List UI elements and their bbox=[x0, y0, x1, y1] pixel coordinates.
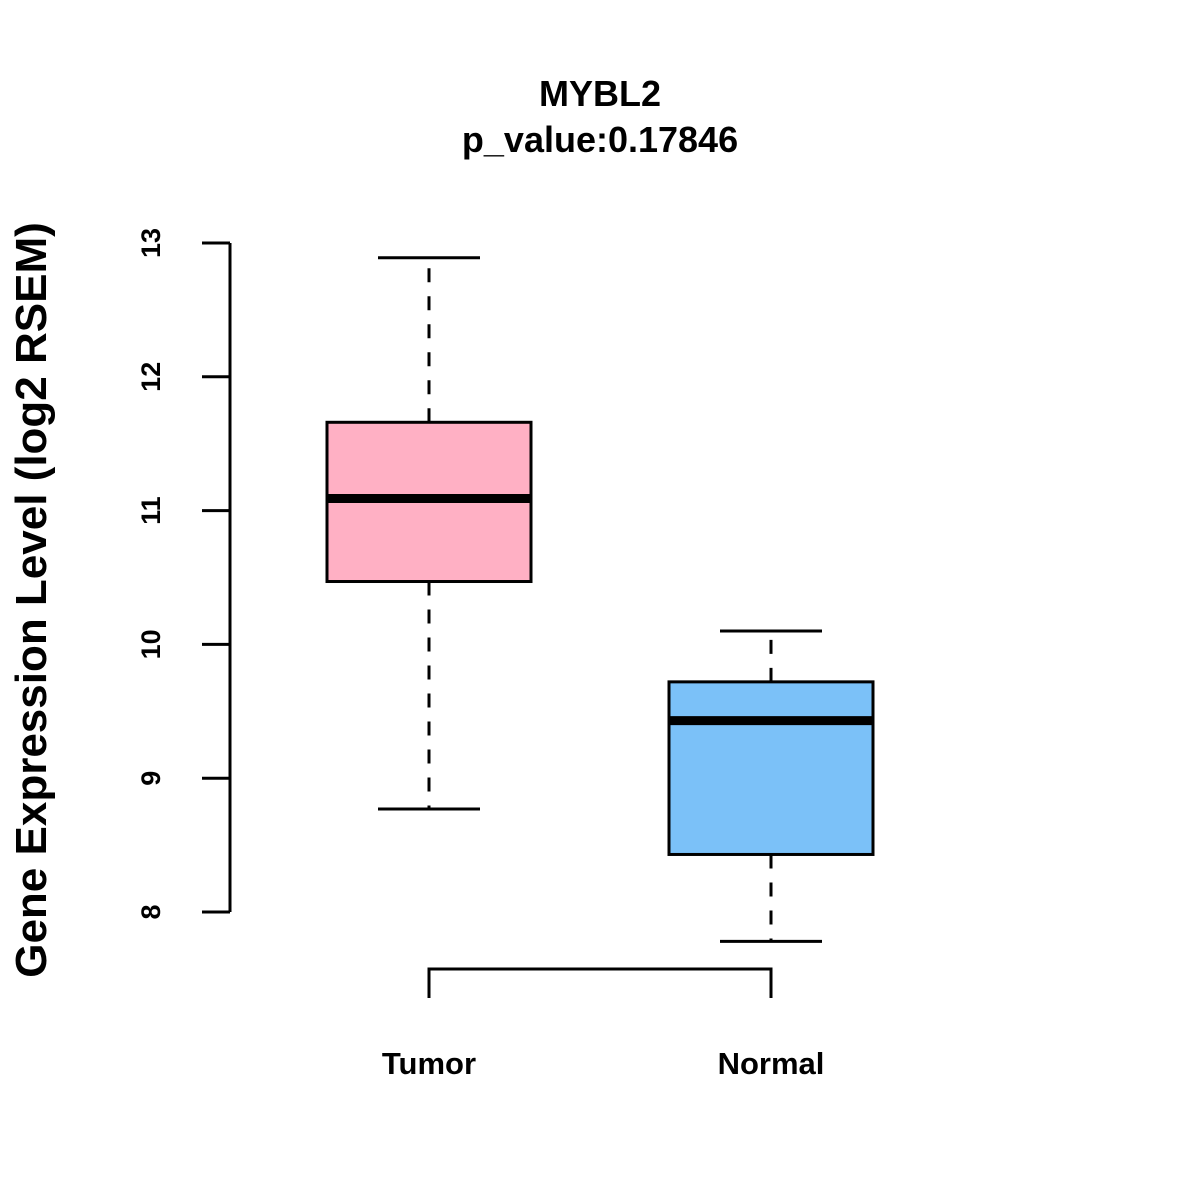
y-tick-label-12: 12 bbox=[136, 362, 166, 392]
box-normal bbox=[667, 629, 875, 943]
chart-title: MYBL2 bbox=[539, 73, 661, 114]
y-tick-label-9: 9 bbox=[136, 771, 166, 786]
y-axis: 8 9 10 11 12 13 bbox=[136, 228, 232, 920]
x-axis-labels: Tumor Normal bbox=[382, 1046, 824, 1081]
x-label-tumor: Tumor bbox=[382, 1046, 476, 1081]
y-tick-label-11: 11 bbox=[136, 496, 166, 525]
comparison-bracket-group bbox=[427, 967, 773, 998]
y-axis-label: Gene Expression Level (log2 RSEM) bbox=[7, 222, 56, 978]
x-label-normal: Normal bbox=[718, 1046, 825, 1081]
comparison-bracket bbox=[427, 967, 773, 998]
y-tick-label-10: 10 bbox=[136, 629, 166, 659]
boxes-group bbox=[325, 256, 875, 943]
y-tick-label-13: 13 bbox=[136, 228, 166, 258]
chart-subtitle: p_value:0.17846 bbox=[462, 119, 738, 160]
y-tick-label-8: 8 bbox=[136, 904, 166, 919]
box-tumor bbox=[325, 256, 533, 811]
normal-iqr-box bbox=[667, 680, 875, 856]
